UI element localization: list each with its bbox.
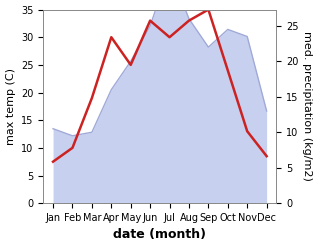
Y-axis label: max temp (C): max temp (C) xyxy=(5,68,16,145)
X-axis label: date (month): date (month) xyxy=(113,228,206,242)
Y-axis label: med. precipitation (kg/m2): med. precipitation (kg/m2) xyxy=(302,31,313,181)
